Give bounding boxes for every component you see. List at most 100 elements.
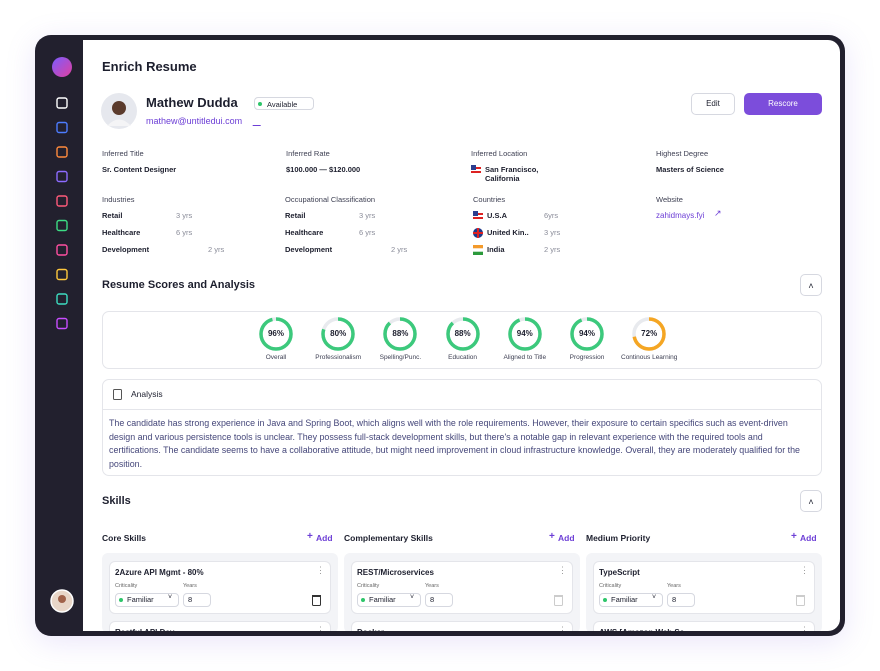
flag-stripe (473, 217, 483, 219)
drag-handle: ⋮ (316, 565, 325, 575)
score-ring (321, 317, 355, 351)
website-link[interactable]: zahidmays.fyi (656, 211, 705, 220)
ring-value (383, 317, 418, 351)
experience-name: Development (102, 245, 150, 254)
detail-value: $100.000 — $120.000 (286, 165, 361, 174)
delete-icon[interactable] (554, 595, 563, 606)
flag-cross (473, 228, 483, 238)
criticality-select[interactable]: Familiar (115, 593, 179, 607)
skill-card (593, 561, 815, 614)
nav-icon[interactable] (56, 219, 68, 232)
experience-years: 2 yrs (544, 245, 561, 254)
content-panel: Enrich Resume Mathew Dudda Available mathew… (83, 40, 840, 631)
score-ring (570, 317, 604, 351)
delete-icon[interactable] (312, 595, 321, 606)
flag-canton (471, 165, 476, 170)
profile-email[interactable]: mathew@untitledui.com (146, 116, 243, 126)
nav-icon[interactable] (56, 268, 68, 281)
ring-value (508, 317, 542, 351)
score-name: Continous Learning (621, 354, 678, 361)
score-label: 88% (392, 329, 409, 338)
years-label: Years (425, 583, 439, 589)
sidebar (50, 57, 74, 613)
country-flag (473, 211, 483, 221)
criticality-dot (119, 598, 123, 602)
experience-years: 6 yrs (176, 228, 193, 237)
experience-label: Industries (102, 195, 135, 204)
score-label: 72% (641, 329, 658, 338)
ring-value (259, 317, 293, 351)
years-input[interactable]: 8 (667, 593, 695, 607)
score-ring (632, 317, 666, 351)
page-title: Enrich Resume (102, 59, 197, 74)
website-label: Website (656, 195, 683, 204)
drag-handle: ⋮ (800, 625, 809, 631)
nav-icon[interactable] (56, 244, 68, 256)
collapse-button[interactable]: ˄ (800, 274, 822, 296)
experience-years: 6 yrs (359, 228, 376, 237)
experience-label: Countries (473, 195, 506, 204)
nav-icon[interactable] (56, 121, 68, 134)
ring-value (321, 317, 355, 351)
edit-button[interactable]: Edit (691, 93, 735, 115)
detail-label: Inferred Rate (286, 149, 330, 158)
years-label: Years (667, 583, 681, 589)
skill-name: Restful API Dev (115, 628, 174, 631)
nav-icon[interactable] (56, 170, 68, 183)
score-ring (445, 317, 480, 351)
experience-years: 3 yrs (544, 228, 561, 237)
years-input[interactable]: 8 (183, 593, 211, 607)
nav-icon[interactable] (56, 146, 68, 158)
add-button[interactable]: Add (558, 533, 575, 543)
avatar-face (112, 101, 126, 115)
nav-icon[interactable] (56, 293, 68, 305)
edit-icon (252, 117, 266, 126)
experience-name: India (487, 245, 505, 254)
nav-icon[interactable] (56, 97, 68, 109)
experience-years: 2 yrs (391, 245, 408, 254)
drag-handle: ⋮ (558, 565, 567, 575)
logo (52, 57, 72, 77)
divider (103, 409, 821, 410)
years-input[interactable]: 8 (425, 593, 453, 607)
delete-icon[interactable] (796, 595, 805, 606)
criticality-label: Criticality (115, 583, 138, 589)
avatar-body (107, 119, 131, 126)
drag-handle: ⋮ (558, 625, 567, 631)
section-title: Skills (102, 495, 131, 507)
experience-name: Healthcare (285, 228, 324, 237)
skill-card (593, 621, 815, 631)
criticality-select[interactable]: Familiar (599, 593, 663, 607)
add-button[interactable]: Add (800, 533, 817, 543)
country-flag (473, 228, 483, 238)
experience-name: Development (285, 245, 333, 254)
section-title: Resume Scores and Analysis (102, 279, 256, 291)
skill-name: REST/Microservices (357, 568, 434, 577)
select-caret: ˅ (168, 594, 173, 601)
experience-label: Occupational Classification (285, 195, 376, 204)
collapse-button[interactable]: ˄ (800, 490, 822, 512)
add-button[interactable]: Add (316, 533, 333, 543)
skill-name: TypeScript (599, 568, 640, 577)
detail-value: Masters of Science (656, 165, 724, 174)
detail-label: Inferred Location (471, 149, 528, 158)
score-label: 80% (330, 329, 347, 338)
score-label: 96% (267, 329, 284, 338)
rescore-button[interactable]: Rescore (744, 93, 822, 115)
experience-years: 3 yrs (176, 211, 193, 220)
analysis-text: The candidate has strong experience in J… (109, 418, 800, 469)
location-flag (471, 165, 481, 175)
score-name: Aligned to Title (503, 354, 547, 361)
detail-label: Inferred Title (102, 149, 144, 158)
status-badge[interactable]: Available (254, 97, 314, 110)
nav-icon[interactable] (56, 195, 68, 207)
criticality-select[interactable]: Familiar (357, 593, 421, 607)
score-ring (383, 317, 418, 351)
experience-name: Retail (102, 211, 123, 220)
nav-icon[interactable] (56, 317, 68, 330)
experience-name: U.S.A (487, 211, 508, 220)
ring-value (445, 317, 480, 351)
skill-name: Docker (357, 628, 384, 631)
score-ring (259, 317, 293, 351)
experience-years: 3 yrs (359, 211, 376, 220)
